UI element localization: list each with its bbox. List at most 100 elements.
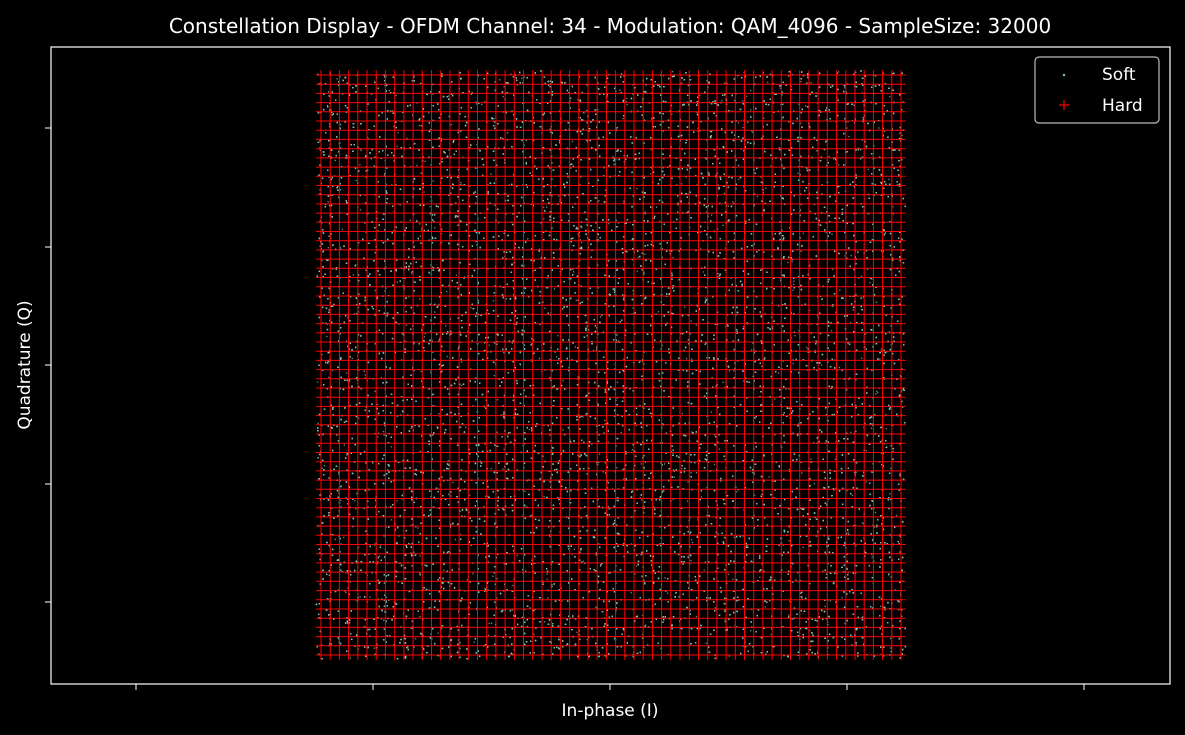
soft-point bbox=[761, 214, 763, 216]
soft-point bbox=[514, 459, 516, 462]
soft-point bbox=[349, 404, 351, 407]
soft-point bbox=[626, 103, 628, 106]
soft-point bbox=[358, 417, 360, 419]
soft-point bbox=[586, 109, 588, 112]
soft-point bbox=[582, 560, 584, 562]
soft-point bbox=[434, 227, 436, 229]
soft-point bbox=[707, 597, 710, 599]
soft-point bbox=[722, 224, 724, 226]
soft-point bbox=[848, 135, 850, 138]
soft-point bbox=[661, 256, 664, 259]
soft-point bbox=[418, 125, 420, 127]
soft-point bbox=[496, 578, 498, 580]
soft-point bbox=[525, 139, 528, 142]
soft-point bbox=[443, 569, 445, 571]
soft-point bbox=[636, 187, 638, 190]
soft-point bbox=[810, 323, 812, 325]
soft-point bbox=[882, 288, 884, 290]
soft-point bbox=[561, 600, 563, 602]
soft-point bbox=[388, 90, 390, 92]
soft-point bbox=[792, 362, 794, 365]
soft-point bbox=[785, 388, 787, 390]
soft-point bbox=[772, 351, 774, 353]
soft-point bbox=[747, 121, 749, 123]
soft-point bbox=[358, 311, 360, 313]
soft-point bbox=[341, 228, 344, 231]
soft-point bbox=[899, 140, 902, 142]
soft-point bbox=[413, 551, 415, 553]
soft-point bbox=[518, 489, 520, 491]
soft-point bbox=[602, 471, 604, 473]
soft-point bbox=[488, 622, 490, 625]
soft-point bbox=[806, 346, 808, 349]
soft-point bbox=[873, 239, 875, 241]
soft-point bbox=[533, 633, 535, 636]
soft-point bbox=[460, 384, 463, 387]
soft-point bbox=[723, 536, 726, 539]
soft-point bbox=[525, 570, 527, 572]
soft-point bbox=[502, 468, 504, 470]
soft-point bbox=[733, 370, 735, 372]
soft-point bbox=[484, 349, 486, 351]
soft-point bbox=[410, 524, 412, 526]
soft-point bbox=[737, 122, 740, 124]
soft-point bbox=[664, 577, 666, 579]
soft-point bbox=[645, 624, 647, 626]
soft-point bbox=[750, 349, 753, 351]
soft-point bbox=[800, 122, 802, 124]
soft-point bbox=[352, 274, 355, 276]
soft-point bbox=[531, 95, 533, 97]
soft-point bbox=[711, 376, 713, 379]
soft-point bbox=[547, 597, 549, 599]
soft-point bbox=[705, 149, 707, 151]
soft-point bbox=[698, 94, 701, 97]
soft-point bbox=[882, 415, 884, 417]
soft-point bbox=[440, 349, 442, 352]
soft-point bbox=[339, 315, 341, 317]
soft-point bbox=[421, 165, 423, 167]
soft-point bbox=[576, 631, 578, 633]
soft-point bbox=[619, 89, 621, 91]
soft-point bbox=[319, 82, 321, 84]
soft-point bbox=[641, 614, 644, 617]
soft-point bbox=[847, 121, 849, 123]
soft-point bbox=[663, 158, 665, 160]
soft-point bbox=[756, 195, 759, 198]
soft-point bbox=[597, 287, 600, 289]
soft-point bbox=[637, 256, 639, 258]
soft-point bbox=[512, 584, 514, 587]
soft-point bbox=[328, 240, 331, 242]
soft-point bbox=[852, 309, 854, 311]
soft-point bbox=[879, 358, 881, 360]
soft-point bbox=[546, 206, 548, 208]
soft-point bbox=[326, 335, 328, 338]
soft-point bbox=[871, 556, 873, 558]
soft-point bbox=[764, 606, 766, 608]
soft-point bbox=[359, 209, 361, 211]
soft-point bbox=[364, 377, 366, 379]
soft-point bbox=[553, 288, 556, 290]
soft-point bbox=[390, 446, 392, 448]
soft-point bbox=[792, 289, 794, 291]
soft-point bbox=[816, 626, 818, 628]
soft-point bbox=[509, 431, 511, 434]
soft-point bbox=[778, 147, 780, 149]
soft-point bbox=[546, 578, 548, 580]
soft-point bbox=[671, 415, 673, 417]
soft-point bbox=[369, 596, 371, 598]
soft-point bbox=[321, 260, 323, 262]
soft-point bbox=[750, 109, 752, 111]
soft-point bbox=[883, 443, 886, 445]
soft-point bbox=[423, 336, 426, 338]
soft-point bbox=[690, 472, 692, 474]
soft-point bbox=[722, 381, 724, 383]
soft-point bbox=[571, 140, 574, 143]
soft-point bbox=[819, 84, 821, 86]
soft-point bbox=[681, 412, 683, 415]
soft-point bbox=[438, 413, 440, 415]
soft-point bbox=[810, 81, 812, 84]
soft-point bbox=[664, 590, 667, 592]
soft-point bbox=[723, 192, 726, 195]
soft-point bbox=[448, 149, 450, 151]
soft-point bbox=[810, 645, 812, 648]
